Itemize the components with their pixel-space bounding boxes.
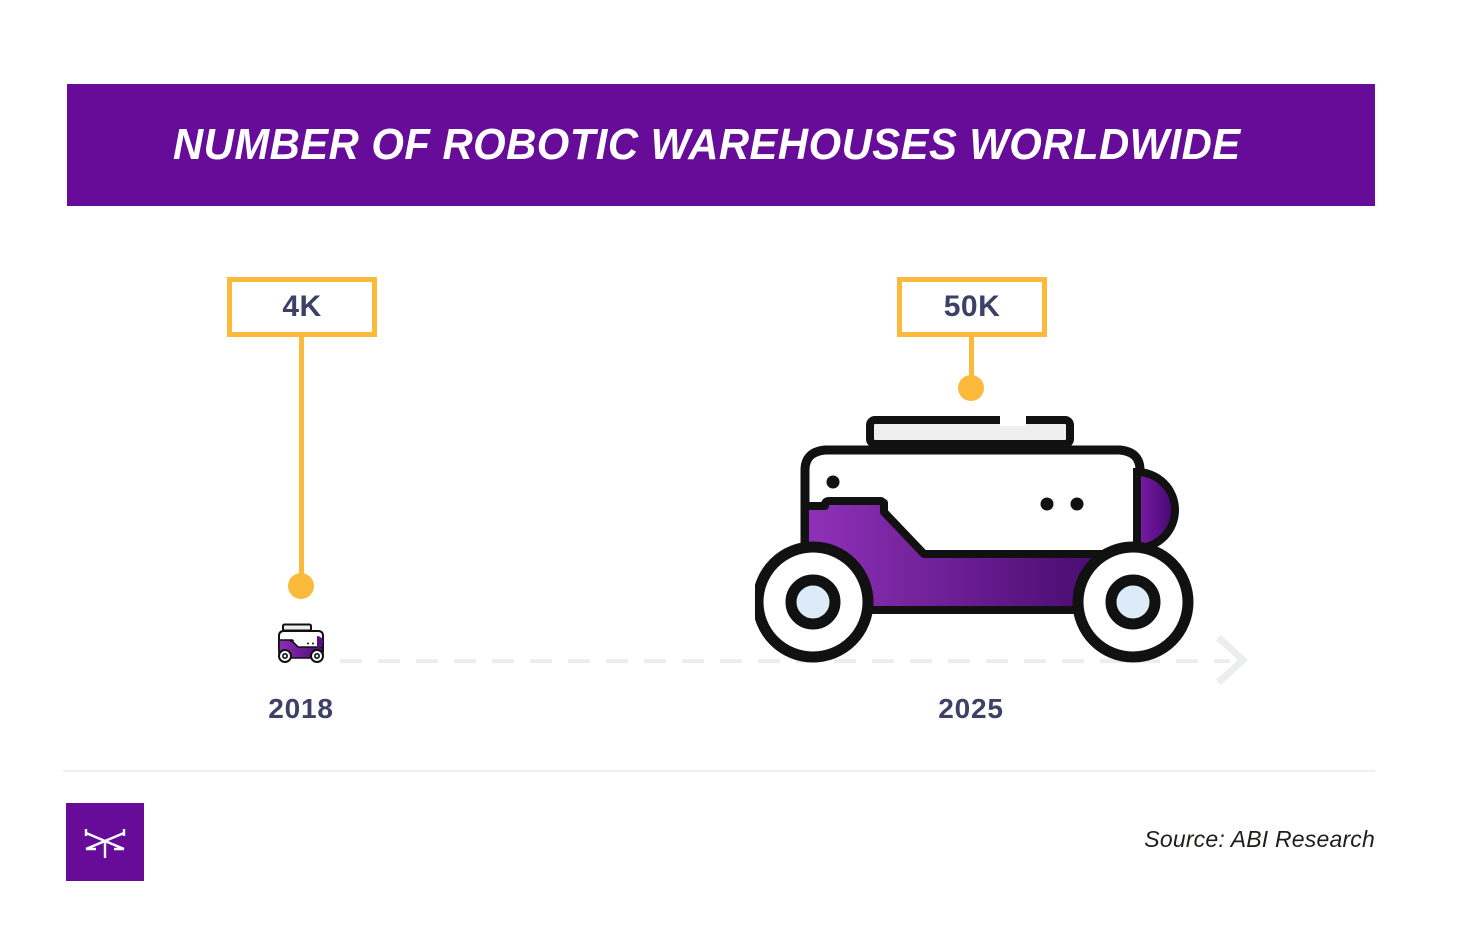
page-title: NUMBER OF ROBOTIC WAREHOUSES WORLDWIDE: [173, 120, 1241, 169]
warehouse-robot-icon-large: [755, 414, 1194, 663]
brand-logo-mark-icon: [84, 829, 126, 858]
callout-dot-2025: [958, 375, 984, 401]
warehouse-robot-icon-small: [278, 623, 324, 663]
title-banner: NUMBER OF ROBOTIC WAREHOUSES WORLDWIDE: [67, 84, 1375, 206]
callout-stem-2025: [969, 337, 974, 390]
callout-dot-2018: [288, 573, 314, 599]
year-label-2018: 2018: [268, 693, 334, 724]
value-label-2025: 50K: [943, 290, 1001, 323]
callout-stem-2018: [299, 337, 304, 586]
year-label-2025: 2025: [938, 693, 1004, 724]
timeline-dashed-line: [340, 659, 1230, 663]
timeline-arrow-icon: [1216, 635, 1248, 685]
brand-logo-tile: [66, 803, 144, 881]
value-callout-2018: 4K: [227, 277, 377, 337]
value-label-2018: 4K: [282, 290, 322, 323]
source-credit: Source: ABI Research: [1144, 826, 1375, 852]
footer-divider: [63, 770, 1375, 772]
value-callout-2025: 50K: [897, 277, 1047, 337]
